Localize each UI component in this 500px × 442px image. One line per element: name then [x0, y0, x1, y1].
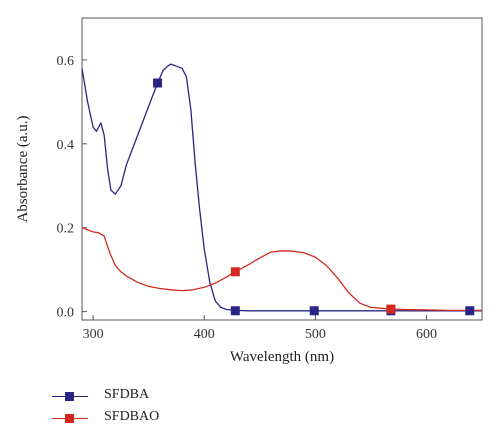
x-tick-label: 600	[416, 327, 437, 342]
x-tick-label: 500	[305, 327, 326, 342]
y-tick-label: 0.6	[57, 54, 75, 69]
legend-label-sfdba: SFDBA	[104, 387, 150, 402]
series-marker-sfdba	[309, 306, 319, 316]
y-tick-label: 0.4	[57, 138, 75, 153]
legend-label-sfdbao: SFDBAO	[104, 409, 160, 424]
x-tick-label: 400	[194, 327, 215, 342]
legend-item-sfdba: SFDBA	[52, 386, 252, 408]
series-line-sfdba	[81, 63, 482, 312]
series-line-sfdbao	[81, 227, 482, 312]
legend-item-sfdbao: SFDBAO	[52, 408, 252, 430]
y-tick-label: 0.2	[57, 222, 75, 237]
series-marker-sfdba	[230, 306, 240, 316]
legend-marker-sfdbao	[65, 414, 74, 423]
y-tick-label: 0.0	[57, 306, 75, 321]
y-axis-title: Absorbance (a.u.)	[15, 115, 31, 222]
series-marker-sfdbao	[386, 304, 396, 314]
series-marker-sfdba	[153, 78, 163, 88]
plot-area-frame	[81, 17, 483, 321]
legend-marker-sfdba	[65, 392, 74, 401]
x-axis-title: Wavelength (nm)	[230, 349, 334, 365]
series-marker-sfdba	[465, 306, 475, 316]
legend: SFDBA SFDBAO	[52, 386, 252, 430]
x-tick-label: 300	[83, 327, 104, 342]
series-marker-sfdbao	[230, 267, 240, 277]
